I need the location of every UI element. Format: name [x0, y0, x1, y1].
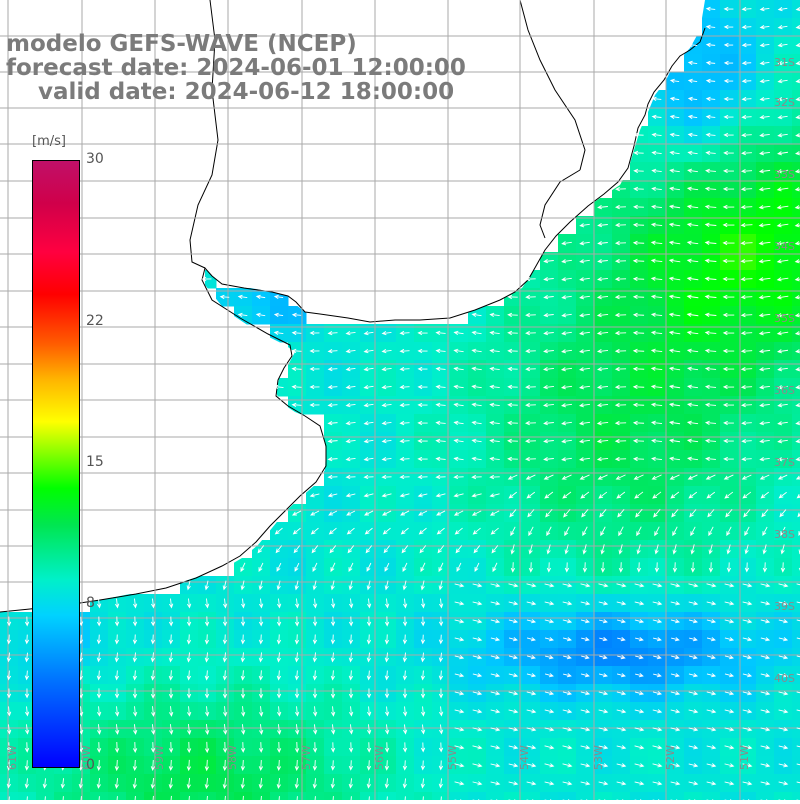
longitude-label: 55W	[446, 745, 459, 770]
latitude-label: 31S	[774, 56, 795, 69]
wind-speed-cell	[468, 792, 487, 800]
latitude-label: 39S	[774, 600, 795, 613]
colorbar	[32, 160, 80, 768]
latitude-label: 38S	[774, 528, 795, 541]
wind-speed-cell	[792, 540, 800, 559]
colorbar-unit: [m/s]	[32, 134, 66, 149]
longitude-label: 56W	[373, 745, 386, 770]
wind-speed-cell	[684, 792, 703, 800]
colorbar-tick-label: 8	[86, 595, 95, 611]
wind-speed-cell	[792, 576, 800, 595]
latitude-label: 32S	[774, 96, 795, 109]
colorbar-tick-label: 22	[86, 313, 104, 329]
longitude-label: 52W	[664, 745, 677, 770]
wind-speed-cell	[756, 792, 775, 800]
longitude-label: 59W	[153, 745, 166, 770]
wind-speed-cell	[792, 738, 800, 757]
wind-speed-cell	[792, 468, 800, 487]
wind-speed-cell	[792, 792, 800, 800]
longitude-label: 57W	[300, 745, 313, 770]
longitude-label: 51W	[738, 745, 751, 770]
longitude-label: 61W	[6, 745, 19, 770]
wind-speed-cell	[612, 792, 631, 800]
colorbar-tick-label: 15	[86, 454, 104, 470]
wind-speed-cell	[630, 792, 649, 800]
wind-speed-cell	[792, 630, 800, 649]
wind-speed-cell	[558, 792, 577, 800]
colorbar-tick-label: 30	[86, 151, 104, 167]
wind-speed-cell	[774, 792, 793, 800]
model-title: modelo GEFS-WAVE (NCEP)	[6, 32, 466, 56]
wind-speed-cell	[792, 702, 800, 721]
wind-speed-cell	[792, 756, 800, 775]
wind-speed-cell	[792, 684, 800, 703]
latitude-label: 34S	[774, 240, 795, 253]
longitude-label: 58W	[226, 745, 239, 770]
wind-speed-cell	[702, 792, 721, 800]
longitude-label: 54W	[518, 745, 531, 770]
wind-speed-cell	[792, 648, 800, 667]
wind-speed-cell	[648, 792, 667, 800]
wind-speed-cell	[792, 720, 800, 739]
forecast-date: forecast date: 2024-06-01 12:00:00	[6, 56, 466, 80]
longitude-label: 53W	[592, 745, 605, 770]
wind-speed-cell	[486, 792, 505, 800]
wind-speed-cell	[792, 612, 800, 631]
valid-date: valid date: 2024-06-12 18:00:00	[6, 80, 466, 104]
wind-speed-cell	[666, 792, 685, 800]
colorbar-tick-label: 0	[86, 757, 95, 773]
latitude-label: 35S	[774, 312, 795, 325]
wind-speed-cell	[720, 792, 739, 800]
latitude-label: 37S	[774, 456, 795, 469]
wind-speed-cell	[792, 558, 800, 577]
map-header: modelo GEFS-WAVE (NCEP) forecast date: 2…	[6, 32, 466, 104]
latitude-label: 33S	[774, 168, 795, 181]
wind-speed-cell	[594, 792, 613, 800]
wind-speed-cell	[738, 792, 757, 800]
latitude-label: 36S	[774, 384, 795, 397]
latitude-label: 40S	[774, 672, 795, 685]
wind-speed-cell	[522, 792, 541, 800]
wind-speed-cell	[576, 792, 595, 800]
wind-speed-cell	[540, 792, 559, 800]
wind-speed-cell	[792, 774, 800, 793]
wind-speed-cell	[450, 792, 469, 800]
